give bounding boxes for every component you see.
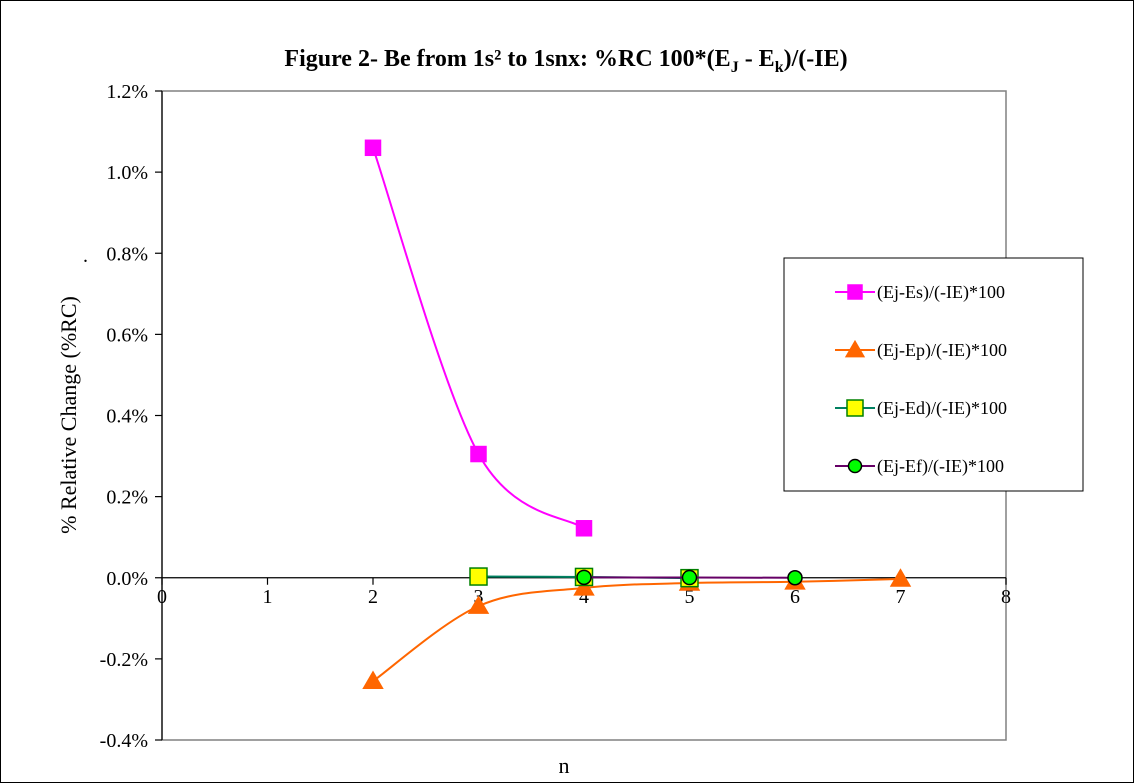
chart-title-sub-j: J (731, 59, 739, 76)
data-point (573, 577, 595, 596)
y-tick-label: 1.0% (106, 162, 148, 184)
legend: (Ej-Es)/(-IE)*100 (Ej-Ep)/(-IE)*100 (Ej-Ed… (783, 257, 1084, 492)
legend-entry: (Ej-Ep)/(-IE)*100 (835, 339, 1007, 361)
data-point (681, 569, 698, 586)
legend-marker (846, 399, 864, 417)
y-tick-label: 0.6% (106, 324, 148, 346)
chart-title-end: )/(-IE) (784, 46, 848, 72)
legend-entry: (Ej-Ef)/(-IE)*100 (835, 456, 1004, 477)
y-axis-label: % Relative Change (%RC) (56, 296, 81, 534)
legend-marker (847, 458, 863, 474)
series-line (372, 147, 585, 530)
legend-marker (844, 339, 866, 358)
y-tick-label: 0.0% (106, 568, 148, 590)
x-tick-label: 1 (263, 586, 273, 608)
data-point (787, 570, 803, 586)
chart-title-mid: - E (739, 46, 775, 72)
legend-box (783, 257, 1084, 492)
data-point (575, 520, 593, 537)
legend-label: (Ej-Ed)/(-IE)*100 (877, 398, 1007, 419)
chart-title: Figure 2- Be from 1s² to 1snx: %RC 100*(… (284, 46, 847, 76)
legend-entry: (Ej-Ed)/(-IE)*100 (835, 398, 1007, 419)
data-point (470, 445, 487, 463)
series-group (362, 139, 912, 689)
y-tick-label: -0.4% (100, 730, 148, 752)
x-tick-label: 5 (685, 586, 695, 608)
chart-title-main: Figure 2- Be from 1s² to 1snx: %RC 100*(… (284, 46, 730, 72)
y-tick-label: 0.8% (106, 243, 148, 265)
x-tick-label: 7 (896, 586, 906, 608)
y-tick-label: 0.4% (106, 406, 148, 428)
data-point (364, 139, 382, 157)
series-1 (364, 139, 593, 537)
chart-title-sub-k: k (775, 59, 784, 76)
y-tick-label: 1.2% (106, 81, 148, 103)
series-2 (362, 568, 912, 689)
series-4 (576, 569, 803, 586)
legend-items: (Ej-Es)/(-IE)*100 (Ej-Ep)/(-IE)*100 (Ej-Ed… (835, 282, 1007, 477)
y-tick-label: -0.2% (100, 649, 148, 671)
x-tick-label: 6 (790, 586, 800, 608)
data-point (469, 567, 488, 586)
x-tick-label: 8 (1001, 586, 1011, 608)
x-axis-label: n (559, 753, 570, 778)
series-line (372, 577, 901, 682)
legend-label: (Ej-Ep)/(-IE)*100 (877, 340, 1007, 361)
legend-label: (Ej-Es)/(-IE)*100 (877, 282, 1005, 303)
legend-entry: (Ej-Es)/(-IE)*100 (835, 282, 1005, 303)
data-point (576, 569, 592, 586)
legend-marker (847, 284, 863, 300)
data-point (362, 670, 384, 689)
y-tick-label: 0.2% (106, 487, 148, 509)
x-tick-label: 2 (368, 586, 378, 608)
data-point (889, 568, 912, 587)
y-axis-ticks: -0.4% -0.2% 0.0% 0.2% 0.4% 0.6% 0.8% 1.0% 1.2% (100, 81, 162, 752)
data-point (467, 595, 490, 614)
legend-label: (Ej-Ef)/(-IE)*100 (877, 456, 1004, 477)
x-tick-label: 4 (579, 586, 589, 608)
y-axis-label-prefix: . (83, 245, 88, 267)
